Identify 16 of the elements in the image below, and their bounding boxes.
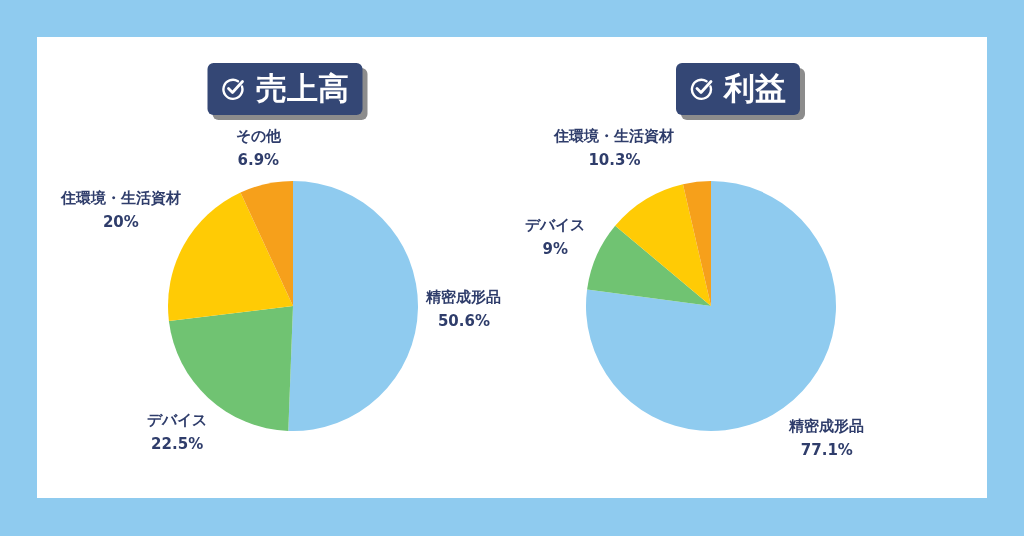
data-label: 50.6%: [437, 312, 490, 331]
data-label: 6.9%: [237, 151, 280, 170]
data-label: 77.1%: [800, 441, 853, 460]
slice-label: デバイス: [147, 410, 208, 429]
slice-label: 住環境・生活資材: [59, 188, 181, 207]
slice-label: デバイス: [525, 216, 586, 235]
slice-label: 精密成形品: [425, 288, 502, 307]
data-label: 9%: [542, 240, 569, 259]
slice-label: 住環境・生活資材: [553, 127, 675, 146]
data-label: 22.5%: [151, 434, 204, 453]
data-label: 20%: [102, 212, 139, 231]
chart-title: 売上高: [255, 69, 349, 108]
slice-label: 精密成形品: [788, 417, 865, 436]
chart-title: 利益: [724, 69, 786, 108]
slice-label: その他: [235, 127, 282, 146]
data-label: 10.3%: [588, 151, 641, 170]
